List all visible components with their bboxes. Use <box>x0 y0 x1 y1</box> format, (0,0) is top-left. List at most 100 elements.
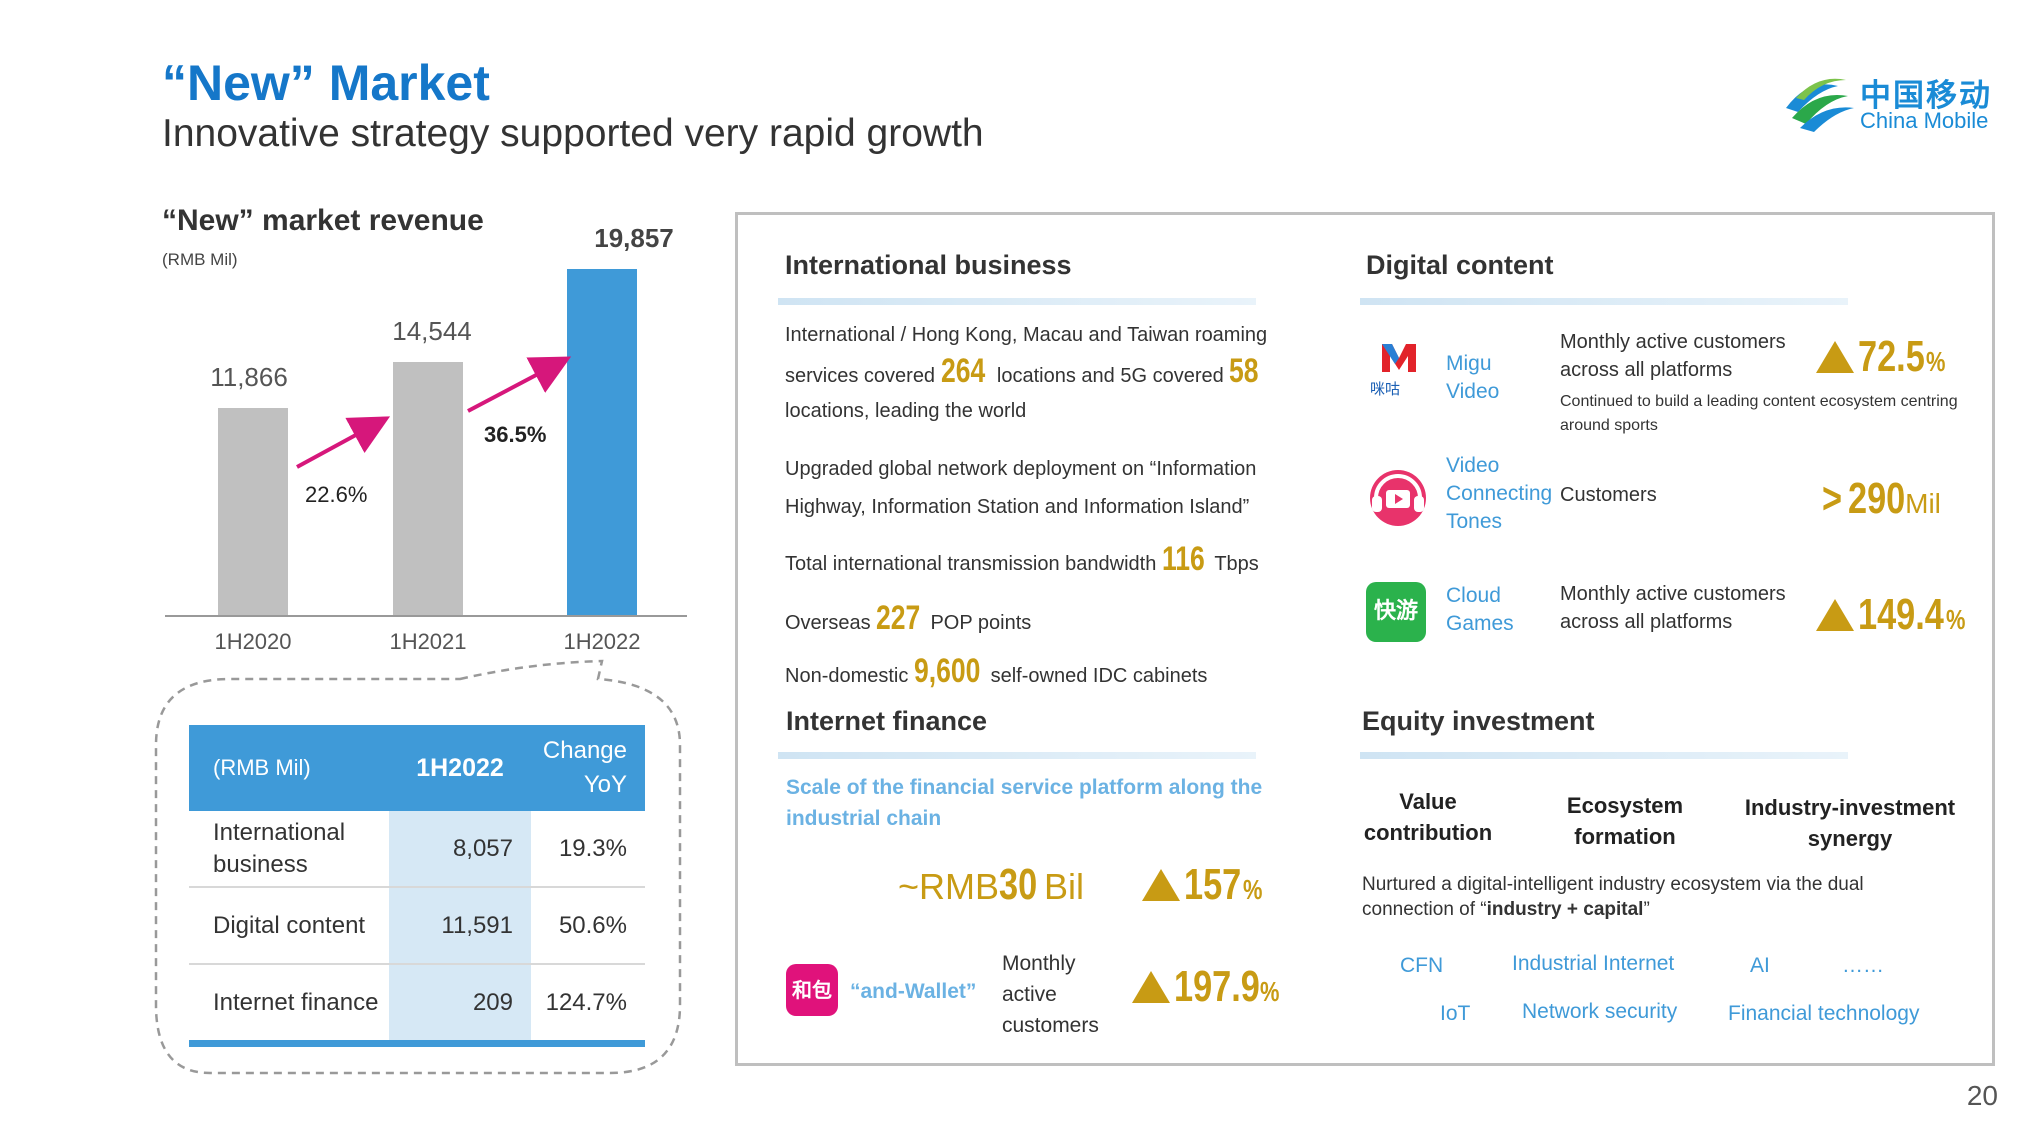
intl-line-6: Total international transmission bandwid… <box>785 540 1259 579</box>
intl-line-4: Upgraded global network deployment on “I… <box>785 458 1257 480</box>
bar-1h2022 <box>567 268 637 615</box>
table-row: International business 8,057 19.3% <box>189 811 645 888</box>
digital-item-name-games: Cloud Games <box>1446 584 1514 635</box>
digital-stat-migu: 72.5% <box>1816 332 1951 382</box>
business-panel <box>735 212 1995 1066</box>
china-mobile-logo: 中国移动 China Mobile <box>1778 68 1998 138</box>
intl-stat-idc: 9,600 <box>913 652 981 690</box>
growth-label-1: 22.6% <box>305 482 368 507</box>
percent-sign: % <box>1243 874 1263 905</box>
migu-icon-text: 咪咕 <box>1370 380 1401 398</box>
table-cell-label: Digital content <box>189 887 389 965</box>
intl-line-1: International / Hong Kong, Macau and Tai… <box>785 324 1268 346</box>
x-tick-1h2022: 1H2022 <box>563 629 641 654</box>
section-underline <box>1360 752 1848 759</box>
bar-value-label-1h2021: 14,544 <box>392 315 472 346</box>
international-title: International business <box>785 250 1072 280</box>
finance-scale-value: 30 <box>999 860 1038 909</box>
unit-mil: Mil <box>1905 488 1941 519</box>
digital-stat-games-value: 149.4 <box>1858 590 1944 639</box>
finance-scale-stat: ~RMB30 Bil <box>898 860 1084 910</box>
revenue-table: (RMB Mil) 1H2022 Change YoY Internationa… <box>189 725 645 1047</box>
bar-1h2021 <box>393 361 463 615</box>
finance-scale-growth-value: 157 <box>1184 860 1242 909</box>
equity-tag-industrial-internet: Industrial Internet <box>1512 952 1675 975</box>
up-triangle-icon <box>1142 869 1180 901</box>
digital-stat-migu-value: 72.5 <box>1858 332 1925 381</box>
up-triangle-icon <box>1132 971 1170 1003</box>
intl-text: Total international transmission bandwid… <box>785 553 1157 575</box>
digital-stat-tones: > 290Mil <box>1822 474 1941 524</box>
intl-line-5: Highway, Information Station and Informa… <box>785 496 1250 518</box>
intl-stat-pop: 227 <box>876 599 921 637</box>
intl-text: Tbps <box>1214 553 1259 575</box>
chart-title: “New” market revenue <box>162 204 484 237</box>
digital-item-note-migu: Continued to build a leading content eco… <box>1560 393 1958 434</box>
chart-unit: (RMB Mil) <box>162 250 238 269</box>
and-wallet-growth: 197.9% <box>1132 962 1285 1012</box>
intl-stat-roaming: 264 <box>940 352 985 390</box>
equity-pillar-value: Value contribution <box>1363 789 1493 845</box>
equity-title: Equity investment <box>1362 706 1595 736</box>
percent-sign: % <box>1946 604 1966 635</box>
table-cell-label: International business <box>189 811 389 888</box>
finance-scale-prefix: ~RMB <box>898 866 1000 907</box>
table-cell-value: 209 <box>389 964 531 1047</box>
page-number: 20 <box>1966 1080 1998 1111</box>
revenue-bar-chart: 11,866 14,544 19,857 1H2020 1H2021 1H202… <box>0 0 700 700</box>
dashed-callout <box>154 659 682 1075</box>
video-ringtone-icon <box>1366 466 1430 530</box>
intl-text: locations and 5G covered <box>996 365 1224 387</box>
equity-description: Nurtured a digital-intelligent industry … <box>1362 872 1922 922</box>
x-tick-1h2021: 1H2021 <box>389 629 467 654</box>
section-underline <box>778 298 1256 305</box>
equity-tag-cfn: CFN <box>1400 954 1444 977</box>
intl-text: self-owned IDC cabinets <box>990 665 1208 687</box>
intl-stat-bandwidth: 116 <box>1161 540 1205 578</box>
growth-arrows <box>296 356 572 469</box>
digital-stat-games: 149.4% <box>1816 590 1971 640</box>
finance-platform-text: Scale of the financial service platform … <box>786 776 1263 830</box>
equity-tag-more: …… <box>1842 954 1884 977</box>
logo-chinese-text: 中国移动 <box>1860 78 1992 114</box>
digital-item-name-migu: Migu Video <box>1446 352 1500 403</box>
up-triangle-icon <box>1816 341 1854 373</box>
digital-title: Digital content <box>1366 250 1554 280</box>
bar-1h2020 <box>218 408 288 615</box>
digital-item-desc-games: Monthly active customers across all plat… <box>1560 583 1786 633</box>
percent-sign: % <box>1925 346 1946 377</box>
bar-value-label-1h2020: 11,866 <box>210 362 288 393</box>
equity-pillar-synergy: Industry-investment synergy <box>1744 795 1956 851</box>
table-row: Digital content 11,591 50.6% <box>189 887 645 965</box>
percent-sign: % <box>1260 976 1280 1007</box>
equity-tag-network-security: Network security <box>1522 1000 1678 1023</box>
equity-tag-financial-technology: Financial technology <box>1728 1002 1920 1025</box>
greater-than-sign: > <box>1822 474 1843 523</box>
bar-value-label-1h2022: 19,857 <box>594 222 674 253</box>
growth-arrow-1 <box>296 416 391 469</box>
intl-line-2: services covered 264 locations and 5G co… <box>785 352 1267 391</box>
digital-item-name-tones: Video Connecting Tones <box>1446 454 1553 533</box>
intl-line-3: locations, leading the world <box>785 400 1027 422</box>
table-cell-value: 11,591 <box>389 887 531 965</box>
finance-title: Internet finance <box>786 706 988 736</box>
intl-text: services covered <box>785 365 936 387</box>
intl-line-7: Overseas 227 POP points <box>785 599 1031 638</box>
table-header-period: 1H2022 <box>389 725 531 811</box>
intl-text: Overseas <box>785 612 871 634</box>
intl-text: Non-domestic <box>785 665 909 687</box>
table-cell-label: Internet finance <box>189 964 389 1047</box>
and-wallet-desc: Monthly active customers <box>1002 952 1099 1037</box>
x-axis-line <box>165 615 687 617</box>
and-wallet-label: “and-Wallet” <box>850 980 977 1003</box>
digital-item-desc-tones: Customers <box>1560 484 1657 506</box>
table-header-change: Change YoY <box>531 725 645 811</box>
equity-tag-ai: AI <box>1750 954 1770 977</box>
intl-text: POP points <box>930 612 1032 634</box>
growth-label-2: 36.5% <box>484 422 547 447</box>
page-subtitle: Innovative strategy supported very rapid… <box>162 112 984 155</box>
x-tick-1h2020: 1H2020 <box>214 629 292 654</box>
section-underline <box>778 752 1256 759</box>
growth-arrow-2 <box>467 356 572 413</box>
finance-scale-unit: Bil <box>1043 866 1084 907</box>
